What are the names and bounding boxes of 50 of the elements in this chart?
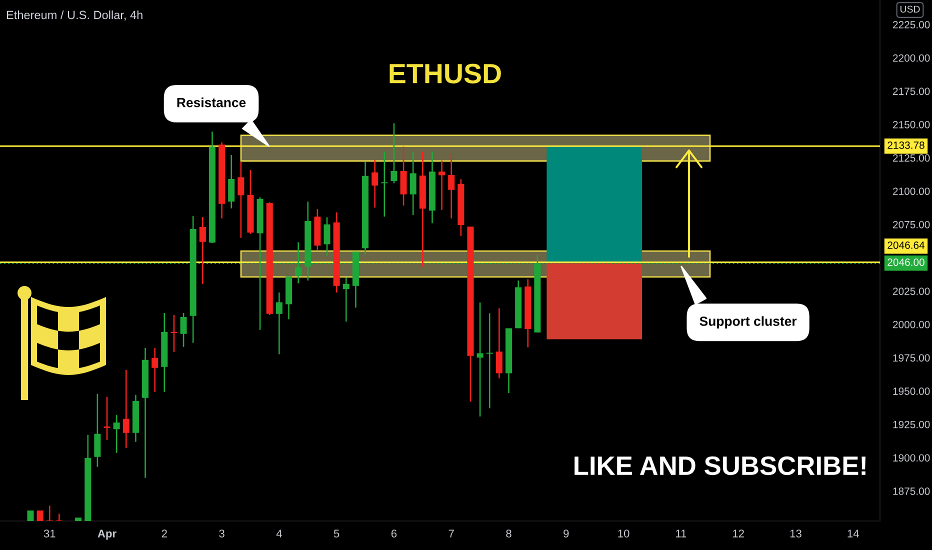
text: ETHUSD [390, 64, 501, 84]
band-label: Resistance [177, 98, 246, 108]
y-tick-label: 1900.00 [893, 454, 930, 462]
candlestick [448, 153, 455, 218]
y-tick-label: 2175.00 [893, 88, 930, 96]
candlestick [372, 160, 378, 208]
x-tick-label: 3 [219, 530, 224, 538]
candlestick [438, 160, 446, 210]
y-tick-label: 1975.00 [893, 354, 930, 362]
y-axis-title: USD [900, 6, 920, 13]
y-tick-label: 1925.00 [893, 420, 930, 428]
candlestick [342, 278, 350, 322]
x-tick-label: Apr [98, 530, 116, 540]
band-label: Support cluster [700, 316, 797, 329]
text: Ethereum / U.S. Dollar, 4h [6, 10, 142, 21]
y-tick-label: 1950.00 [893, 388, 930, 395]
x-tick-label: 9 [564, 530, 569, 538]
x-tick-label: 31 [44, 530, 56, 538]
x-tick-label: 8 [506, 530, 512, 538]
y-tick-label: 2000.00 [893, 320, 930, 328]
candlestick [122, 370, 130, 448]
x-tick-label: 12 [732, 530, 744, 538]
x-tick-label: 4 [276, 530, 282, 538]
ref-line-label: 2046.00 [888, 258, 924, 266]
x-tick-label: 11 [676, 530, 686, 538]
x-tick-label: 5 [334, 530, 340, 538]
y-tick-label: 2075.00 [893, 220, 930, 228]
y-tick-label: 2200.00 [893, 54, 930, 62]
candlestick [199, 216, 206, 284]
x-tick-label: 6 [391, 530, 397, 538]
y-tick-label: 2025.00 [893, 288, 930, 295]
candlestick [419, 152, 426, 267]
candlestick [496, 308, 502, 378]
y-tick-label: 2150.00 [893, 120, 930, 128]
candlestick [486, 313, 493, 408]
y-tick-label: 2125.00 [893, 154, 930, 162]
x-tick-label: 7 [448, 530, 454, 538]
candlestick [276, 292, 282, 354]
annotation: LIKE AND SUBSCRIBE! [574, 456, 866, 476]
candlestick [142, 348, 149, 478]
ref-line-label: 2133.78 [888, 142, 924, 149]
candlestick [152, 348, 158, 392]
x-tick-label: 14 [848, 530, 859, 538]
y-tick-label: 2225.00 [893, 21, 930, 28]
y-tick-label: 2100.00 [893, 188, 930, 196]
x-tick-label: 10 [618, 530, 630, 538]
x-tick-label: 13 [790, 530, 802, 538]
ref-line-label: 2046.64 [888, 242, 925, 249]
y-tick-label: 1875.00 [893, 488, 930, 495]
x-tick-label: 2 [162, 530, 167, 538]
